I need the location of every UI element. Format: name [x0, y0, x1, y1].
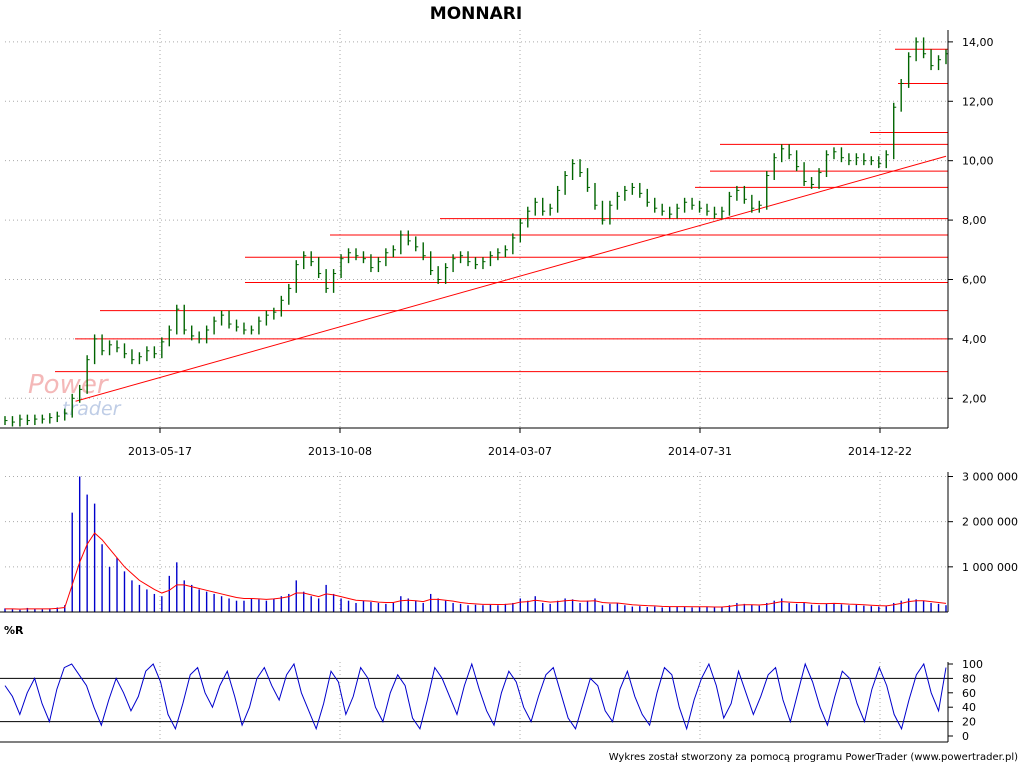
williams-r-ytick-label-4: 80: [962, 672, 976, 685]
volume-panel: 1 000 000 2 000 000 3 000 000: [0, 471, 1018, 613]
volume-ytick-label-0: 1 000 000: [962, 561, 1018, 574]
price-x-ticks: 2013-05-17 2013-10-08 2014-03-07 2014-07-31…: [128, 428, 912, 458]
volume-ytick-label-1: 2 000 000: [962, 516, 1018, 529]
price-xtick-label-4: 2014-12-22: [848, 445, 912, 458]
williams-r-ytick-label-2: 40: [962, 701, 976, 714]
price-panel: Power trader 2,00 4,00 6,00 8,00 10,00 12,00 1…: [0, 30, 994, 458]
powertrader-watermark: Power trader: [28, 370, 122, 420]
footer-credit: Wykres został stworzony za pomocą progra…: [609, 752, 1018, 763]
watermark-trader: trader: [62, 398, 122, 420]
price-xtick-label-2: 2014-03-07: [488, 445, 552, 458]
volume-grid: [5, 472, 948, 612]
price-ytick-label-3: 8,00: [962, 214, 987, 227]
williams-r-ytick-label-5: 100: [962, 658, 983, 671]
price-xtick-label-0: 2013-05-17: [128, 445, 192, 458]
price-xtick-label-1: 2013-10-08: [308, 445, 372, 458]
volume-y-ticks: 1 000 000 2 000 000 3 000 000: [948, 471, 1018, 574]
williams-r-line: [4, 662, 947, 731]
price-xtick-label-3: 2014-07-31: [668, 445, 732, 458]
price-series: [4, 37, 949, 427]
williams-r-ytick-label-3: 60: [962, 687, 976, 700]
volume-bars: [4, 476, 947, 612]
price-ytick-label-5: 12,00: [962, 95, 994, 108]
price-ytick-label-2: 6,00: [962, 273, 987, 286]
price-ytick-label-0: 2,00: [962, 392, 987, 405]
price-ytick-label-4: 10,00: [962, 155, 994, 168]
price-ytick-label-6: 14,00: [962, 36, 994, 49]
price-y-ticks: 2,00 4,00 6,00 8,00 10,00 12,00 14,00: [948, 36, 994, 405]
price-horizontal-levels: [55, 48, 948, 373]
williams-r-title: %R: [4, 624, 24, 637]
price-trendline: [75, 155, 947, 402]
williams-r-ytick-label-1: 20: [962, 716, 976, 729]
volume-ytick-label-2: 3 000 000: [962, 471, 1018, 484]
price-ytick-label-1: 4,00: [962, 333, 987, 346]
williams-r-ytick-label-0: 0: [962, 730, 969, 743]
williams-r-grid: [159, 662, 881, 742]
chart-title: MONNARI: [430, 4, 522, 24]
volume-moving-average: [5, 532, 947, 610]
